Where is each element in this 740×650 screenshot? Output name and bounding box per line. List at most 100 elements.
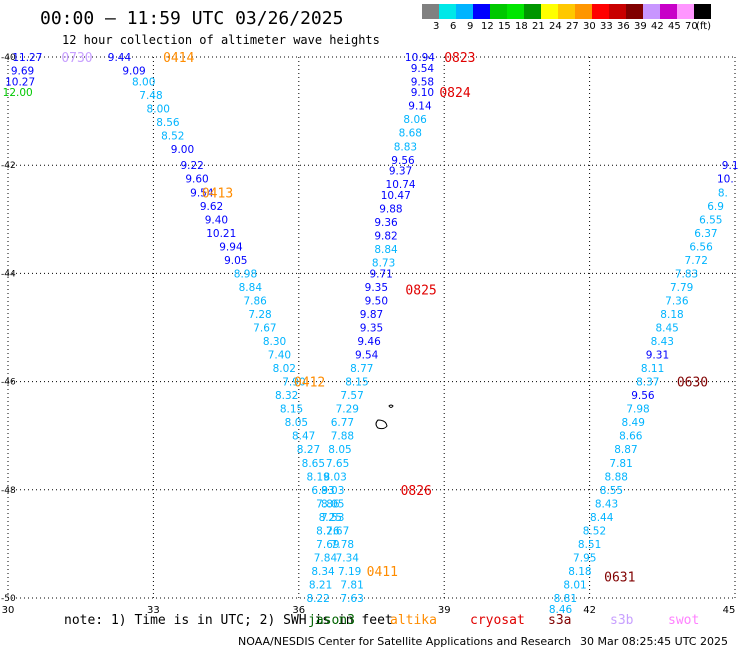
color-scale-label: 9 <box>467 21 474 32</box>
satellite-legend-item: jason3 <box>308 613 355 628</box>
swh-value: 7.69 <box>316 539 339 551</box>
swh-value: 7.65 <box>326 458 349 470</box>
color-scale-label: 24 <box>549 21 562 32</box>
swh-value: 7.48 <box>139 90 162 102</box>
track-time-label: 0631 <box>604 570 635 585</box>
swh-value: 7.79 <box>670 282 693 294</box>
swh-value: 8.43 <box>651 336 674 348</box>
swh-value: 8.25 <box>319 512 342 524</box>
color-swatch <box>677 4 694 19</box>
satellite-legend-item: swot <box>668 613 700 628</box>
swh-value: 7.81 <box>340 579 363 591</box>
swh-value: 9.58 <box>411 76 434 88</box>
swh-value: 9.1 <box>722 160 739 172</box>
swh-value: 8.84 <box>239 282 263 294</box>
color-swatch <box>575 4 592 19</box>
satellite-legend-item: s3b <box>610 613 634 628</box>
track-time-label: 0824 <box>439 86 470 101</box>
color-scale-label: 21 <box>532 21 545 32</box>
swh-value: 7.98 <box>626 404 649 416</box>
satellite-legend-item: altika <box>390 613 437 628</box>
track-time-label: 0414 <box>163 51 194 66</box>
swh-value: 9.22 <box>180 160 203 172</box>
swh-value: 8.03 <box>321 485 344 497</box>
color-swatch <box>626 4 643 19</box>
swh-value: 9.37 <box>389 166 412 178</box>
swh-value: 7.36 <box>665 295 689 307</box>
data-points: 9.449.098.007.488.008.568.529.009.229.60… <box>3 51 739 616</box>
swh-value: 9.87 <box>360 309 383 321</box>
track-time-label: 0823 <box>444 51 475 66</box>
y-tick-label: -46 <box>1 378 16 388</box>
color-scale-label: (ft) <box>696 21 712 32</box>
swh-value: 8.65 <box>302 458 325 470</box>
swh-value: 9.46 <box>357 336 381 348</box>
swh-value: 8.37 <box>636 377 659 389</box>
color-swatch <box>439 4 456 19</box>
color-scale <box>422 4 711 20</box>
swh-value: 8.18 <box>660 309 683 321</box>
swh-value: 6.37 <box>694 228 717 240</box>
color-scale-label: 18 <box>515 21 528 32</box>
swh-value: 9.54 <box>355 350 379 362</box>
swh-value: 6.55 <box>699 214 722 226</box>
swh-value: 7.83 <box>675 268 698 280</box>
swh-value: 9.54 <box>190 187 214 199</box>
swh-value: 9.09 <box>122 66 145 78</box>
y-tick-label: -42 <box>1 161 16 171</box>
swh-value: 8.19 <box>306 471 329 483</box>
swh-value: 7.86 <box>316 498 340 510</box>
color-swatch <box>541 4 558 19</box>
swh-value: 7.53 <box>321 512 344 524</box>
color-scale-label: 39 <box>634 21 647 32</box>
swh-value: 8.21 <box>309 579 332 591</box>
swh-value: 8.68 <box>399 128 422 140</box>
swh-value: 9.60 <box>185 174 208 186</box>
swh-value: 8.84 <box>374 244 398 256</box>
swh-value: 8.05 <box>328 444 351 456</box>
swh-value: 9.69 <box>11 66 34 78</box>
color-scale-label: 6 <box>450 21 457 32</box>
color-scale-label: 15 <box>498 21 511 32</box>
swh-value: 8.11 <box>641 363 664 375</box>
y-tick-label: -48 <box>1 486 16 496</box>
color-swatch <box>592 4 609 19</box>
swh-value: 8.77 <box>350 363 373 375</box>
color-swatch <box>473 4 490 19</box>
footer-note: note: 1) Time is in UTC; 2) SWH is in fe… <box>64 613 393 628</box>
swh-value: 7.67 <box>326 525 349 537</box>
swh-value: 9.05 <box>224 255 247 267</box>
color-scale-label: 70 <box>685 21 698 32</box>
swh-value: 9.62 <box>200 201 223 213</box>
swh-value: 9.44 <box>108 52 132 64</box>
swh-value: 8.22 <box>306 593 329 605</box>
axis-ticks: 30 33 36 39 42 45 -40 -42 -44 -46 -48 -50 <box>1 53 735 616</box>
swh-value: 9.71 <box>369 268 392 280</box>
color-scale-label: 12 <box>481 21 494 32</box>
swh-value: 8.56 <box>156 117 180 129</box>
swh-value: 9.35 <box>365 282 388 294</box>
x-tick-label: 45 <box>723 605 736 616</box>
swh-value: 8.66 <box>619 431 643 443</box>
swh-value: 8.51 <box>578 539 601 551</box>
swh-value: 9.88 <box>379 203 402 215</box>
swh-value: 9.94 <box>219 241 243 253</box>
color-swatch <box>490 4 507 19</box>
x-tick-label: 39 <box>438 605 451 616</box>
swh-value: 8.05 <box>321 498 344 510</box>
track-time-label: 0825 <box>405 284 436 299</box>
x-tick-label: 33 <box>147 605 160 616</box>
swh-value: 10. <box>717 174 734 186</box>
swh-value: 7.88 <box>331 431 354 443</box>
timestamp: 30 Mar 08:25:45 UTC 2025 <box>580 635 728 648</box>
color-swatch <box>643 4 660 19</box>
island-outline <box>375 404 394 430</box>
swh-value: 7.67 <box>253 323 276 335</box>
y-tick-label: -44 <box>1 269 16 279</box>
swh-value: 8. <box>718 187 728 199</box>
swh-value: 8.52 <box>583 525 606 537</box>
swh-value: 6.77 <box>331 417 354 429</box>
swh-value: 8.15 <box>280 404 303 416</box>
track-time-label: 0730 <box>61 51 92 66</box>
